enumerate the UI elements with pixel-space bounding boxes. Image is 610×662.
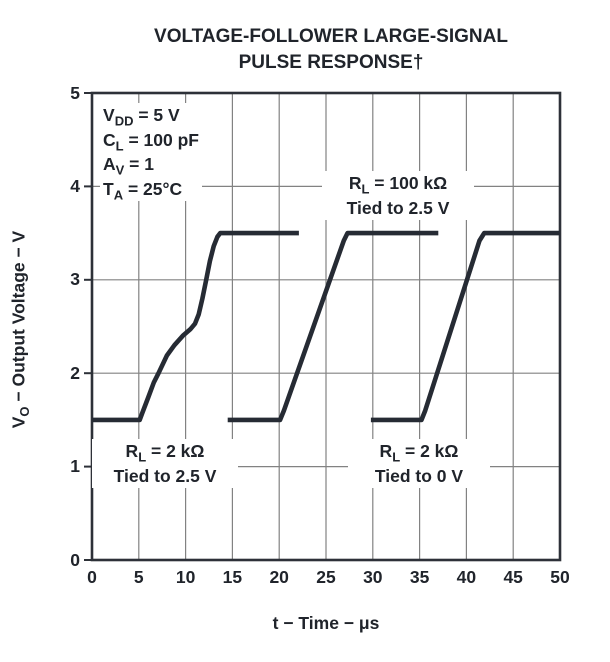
x-tick-label: 50 — [550, 567, 570, 587]
chart-title-line1: VOLTAGE-FOLLOWER LARGE-SIGNAL — [154, 26, 508, 47]
chart-title-line2: PULSE RESPONSE† — [238, 52, 424, 73]
chart-title: VOLTAGE-FOLLOWER LARGE-SIGNAL PULSE RESP… — [92, 24, 570, 76]
y-tick-label: 3 — [70, 269, 80, 290]
x-tick-label: 5 — [133, 567, 144, 587]
curve-rl-100k-2v5 — [227, 230, 439, 423]
curve-rl-2k-2v5 — [92, 230, 299, 423]
y-tick-label: 5 — [70, 82, 80, 103]
y-tick-label: 2 — [70, 362, 80, 383]
y-axis-title: VO − Output Voltage − V — [8, 230, 33, 429]
x-tick-label: 45 — [503, 567, 523, 587]
curve-label-rl-2k-0v: RL = 2 kΩ Tied to 0 V — [348, 439, 490, 488]
condition-av: AV = 1 — [103, 154, 154, 178]
x-tick-label: 40 — [456, 567, 477, 587]
plot-border — [90, 91, 562, 562]
y-tick-label: 4 — [70, 175, 80, 196]
y-tick-label: 0 — [70, 549, 80, 570]
curve-label-rl-2k-2v5: RL = 2 kΩ Tied to 2.5 V — [92, 439, 238, 488]
x-axis-title: t − Time − μs — [272, 613, 380, 633]
x-tick-label: 35 — [409, 567, 430, 587]
x-tick-label: 0 — [87, 567, 97, 587]
curve-label-rl-100k: RL = 100 kΩ Tied to 2.5 V — [322, 171, 474, 220]
condition-ta: TA = 25°C — [103, 178, 183, 202]
x-tick-label: 10 — [175, 567, 196, 587]
x-tick-label: 25 — [316, 567, 336, 587]
condition-vdd: VDD = 5 V — [103, 105, 180, 129]
condition-cl: CL = 100 pF — [103, 129, 199, 153]
x-tick-label: 20 — [269, 567, 289, 587]
x-tick-label: 30 — [363, 567, 383, 587]
y-tick-label: 1 — [70, 456, 80, 477]
curve-rl-2k-0v — [370, 230, 560, 423]
test-conditions-annotation: VDD = 5 V CL = 100 pF AV = 1 TA = 25°C — [100, 103, 202, 201]
x-tick-label: 15 — [222, 567, 243, 587]
